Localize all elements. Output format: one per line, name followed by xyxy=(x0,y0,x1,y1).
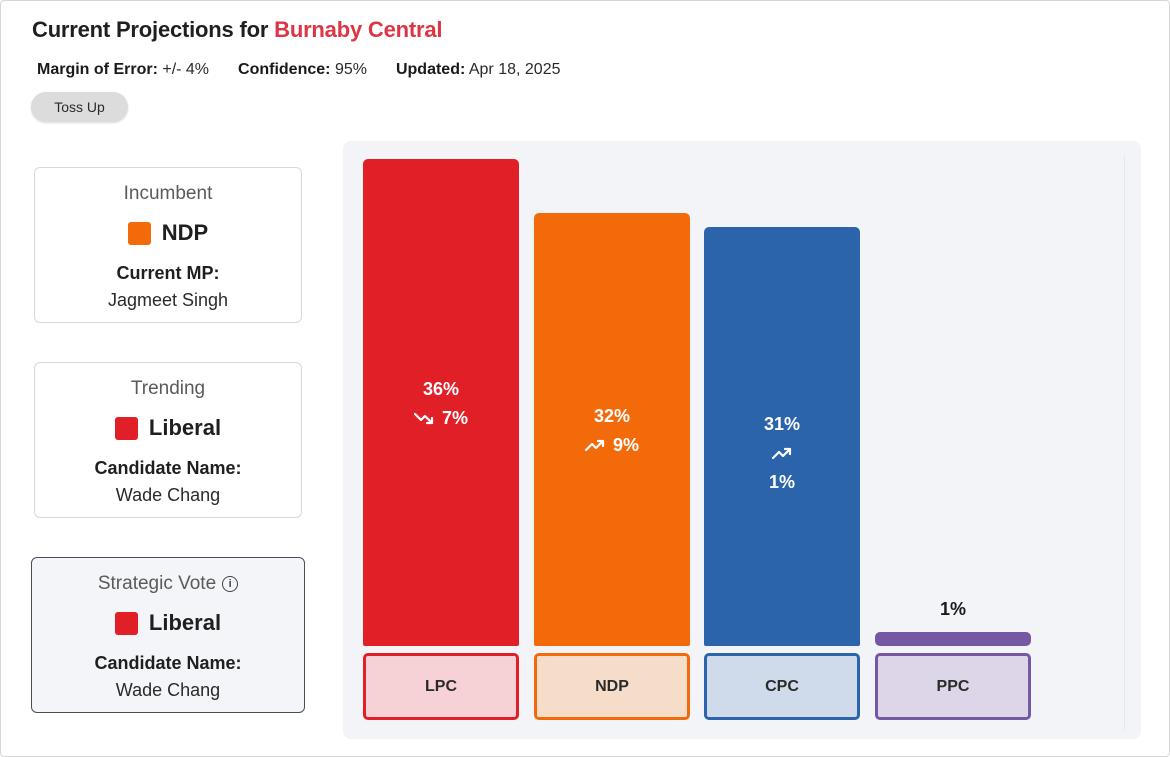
title-prefix: Current Projections for xyxy=(32,17,269,42)
person-name: Jagmeet Singh xyxy=(107,290,229,310)
party-name: NDP xyxy=(161,220,209,245)
bar-value-label-ppc: 1% xyxy=(939,599,966,619)
person-name: Wade Chang xyxy=(115,680,221,700)
party-row: Liberal xyxy=(32,610,304,636)
person-name: Wade Chang xyxy=(115,485,221,505)
party-name: Liberal xyxy=(148,415,222,440)
value-label: 36% xyxy=(422,379,460,399)
incumbent-card: Incumbent NDP Current MP: Jagmeet Singh xyxy=(34,167,302,323)
bar-value-label-lpc: 36% 7% xyxy=(363,375,519,433)
updated: Updated: Apr 18, 2025 xyxy=(396,61,561,79)
card-heading-text: Strategic Vote xyxy=(97,573,217,594)
trend-down-icon xyxy=(413,412,434,425)
bar-lpc[interactable] xyxy=(363,159,519,646)
strategic-vote-card: Strategic Vote i Liberal Candidate Name: … xyxy=(31,557,305,713)
margin-label: Margin of Error: xyxy=(37,61,158,78)
updated-label: Updated: xyxy=(395,61,466,78)
category-label-lpc[interactable]: LPC xyxy=(363,653,519,720)
chart-plot-area xyxy=(343,156,1125,731)
value-label: 31% xyxy=(763,413,801,434)
confidence-value: 95% xyxy=(334,61,367,78)
trend-row: 7% xyxy=(363,404,519,433)
sub-label: Candidate Name: xyxy=(94,458,242,478)
trending-card: Trending Liberal Candidate Name: Wade Ch… xyxy=(34,362,302,518)
card-heading: Trending xyxy=(130,378,206,399)
trend-icon-row xyxy=(704,439,860,468)
updated-value: Apr 18, 2025 xyxy=(468,61,561,78)
confidence: Confidence: 95% xyxy=(238,61,367,79)
trend-row: 9% xyxy=(534,431,690,460)
margin-of-error: Margin of Error: +/- 4% xyxy=(37,61,209,79)
party-color-swatch xyxy=(127,221,151,245)
category-label-cpc[interactable]: CPC xyxy=(704,653,860,720)
margin-value: +/- 4% xyxy=(162,61,210,78)
projection-meta: Margin of Error: +/- 4% Confidence: 95% … xyxy=(37,61,560,79)
bar-cpc[interactable] xyxy=(704,227,860,646)
sub-label: Candidate Name: xyxy=(94,653,242,673)
bar-value-label-cpc: 31% 1% xyxy=(704,410,860,497)
sub-label: Current MP: xyxy=(116,263,220,283)
bar-ppc[interactable] xyxy=(875,632,1031,646)
status-badge: Toss Up xyxy=(31,92,128,122)
value-label: 32% xyxy=(593,406,631,426)
district-name: Burnaby Central xyxy=(274,17,443,42)
confidence-label: Confidence: xyxy=(238,61,331,78)
party-row: Liberal xyxy=(35,415,301,441)
trend-change: 9% xyxy=(612,435,639,455)
trend-change-row: 1% xyxy=(704,468,860,497)
bar-ndp[interactable] xyxy=(534,213,690,646)
info-icon[interactable]: i xyxy=(222,576,239,592)
trend-change: 7% xyxy=(441,408,468,428)
card-heading: Strategic Vote i xyxy=(32,573,304,595)
party-name: Liberal xyxy=(148,610,222,635)
trend-change: 1% xyxy=(768,471,795,492)
page-title: Current Projections for Burnaby Central xyxy=(32,17,442,43)
party-row: NDP xyxy=(35,220,301,246)
bar-value-label-ndp: 32% 9% xyxy=(534,402,690,460)
card-heading: Incumbent xyxy=(123,183,213,204)
party-color-swatch xyxy=(114,611,138,635)
trend-up-icon xyxy=(584,439,605,452)
trend-up-icon xyxy=(772,447,792,459)
category-label-ppc[interactable]: PPC xyxy=(875,653,1031,720)
party-color-swatch xyxy=(114,416,138,440)
category-label-ndp[interactable]: NDP xyxy=(534,653,690,720)
